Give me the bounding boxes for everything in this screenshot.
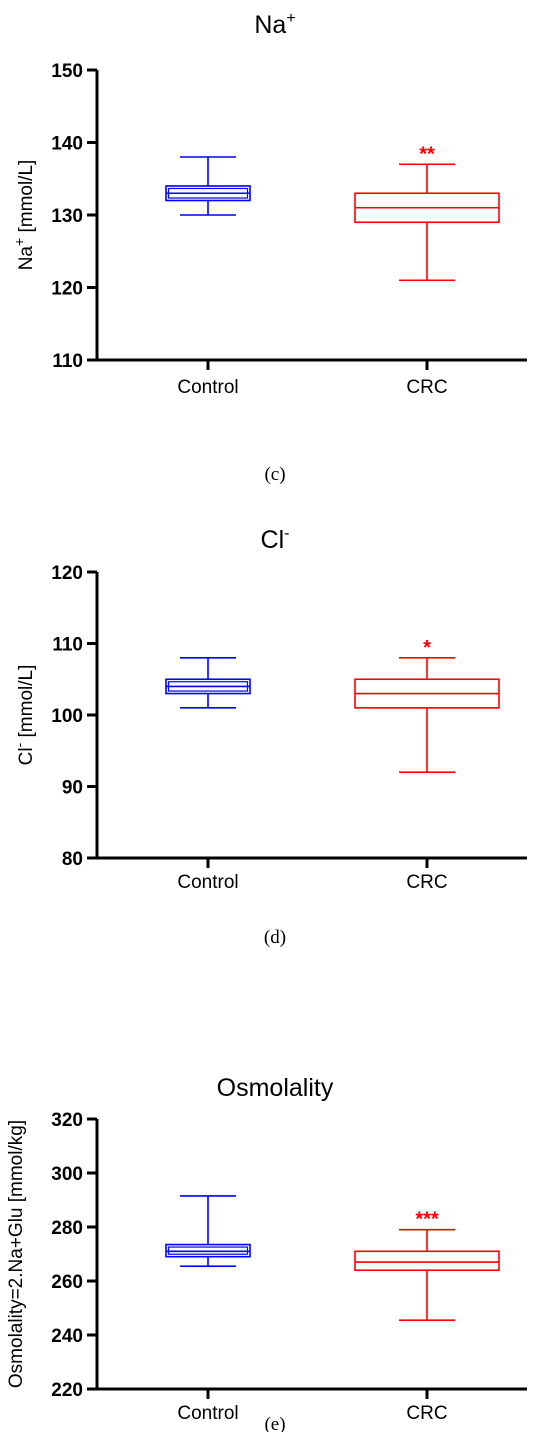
- y-axis-label-unit: [mmol/L]: [16, 665, 37, 743]
- y-axis-label-text: Cl: [16, 747, 37, 765]
- y-axis-label-superscript: -: [11, 742, 27, 747]
- y-tick-label: 100: [51, 706, 83, 727]
- x-category-label: CRC: [406, 872, 447, 893]
- y-axis-label-unit: [mmol/kg]: [6, 1120, 27, 1208]
- chart-title-text: Na: [254, 11, 286, 39]
- y-axis-label-superscript: +: [11, 238, 27, 246]
- y-tick-label: 150: [51, 61, 83, 82]
- significance-marker: ***: [415, 1209, 439, 1231]
- chart-title-text: Cl: [261, 526, 285, 554]
- y-tick-label: 280: [51, 1218, 83, 1239]
- box-crc: **: [354, 143, 500, 282]
- y-tick-label: 110: [52, 635, 83, 656]
- y-tick-label: 80: [62, 849, 83, 870]
- x-category-label: Control: [177, 377, 238, 398]
- panel-label: (c): [264, 464, 285, 485]
- y-tick-label: 300: [51, 1164, 83, 1185]
- x-category-label: Control: [177, 1403, 238, 1424]
- y-tick-label: 240: [51, 1326, 83, 1347]
- box-crc: ***: [354, 1209, 500, 1321]
- box-control: [165, 1195, 251, 1267]
- y-axis-label: Na+ [mmol/L]: [11, 160, 37, 271]
- box-control: [165, 156, 251, 216]
- y-tick-label: 320: [51, 1110, 83, 1131]
- y-tick-label: 120: [51, 563, 83, 584]
- chart-title: Osmolality: [217, 1074, 334, 1102]
- y-tick-label: 260: [51, 1272, 83, 1293]
- significance-marker: **: [419, 143, 435, 165]
- y-tick-label: 130: [51, 206, 83, 227]
- y-axis-label-text: Osmolality=2.Na+Glu: [6, 1208, 27, 1389]
- chart-title-superscript: +: [286, 10, 295, 27]
- y-axis-label-text: Na: [16, 246, 37, 271]
- significance-marker: *: [423, 637, 431, 659]
- panel-label: (e): [264, 1414, 285, 1432]
- y-tick-label: 220: [51, 1380, 83, 1401]
- y-axis-label-unit: [mmol/L]: [16, 160, 37, 238]
- chart-title-superscript: -: [284, 525, 289, 542]
- iqr-box: [354, 1250, 500, 1272]
- chart-title-text: Osmolality: [217, 1074, 334, 1102]
- box-control: [165, 656, 251, 709]
- y-tick-label: 120: [51, 279, 83, 300]
- chart-panel-2: Osmolality 220 240 260 280 300 320 Control CRC Os…: [6, 1074, 527, 1432]
- y-axis-label: Osmolality=2.Na+Glu [mmol/kg]: [6, 1120, 27, 1388]
- x-category-label: CRC: [406, 1403, 447, 1424]
- y-tick-label: 140: [51, 134, 83, 155]
- y-tick-label: 110: [52, 351, 83, 372]
- x-category-label: CRC: [406, 377, 447, 398]
- y-tick-label: 90: [62, 778, 83, 799]
- panel-label: (d): [264, 927, 286, 948]
- chart-title: Na+: [254, 10, 295, 39]
- box-crc: *: [354, 637, 500, 774]
- chart-title: Cl-: [261, 525, 290, 554]
- x-category-label: Control: [177, 872, 238, 893]
- y-axis-label: Cl- [mmol/L]: [11, 665, 37, 766]
